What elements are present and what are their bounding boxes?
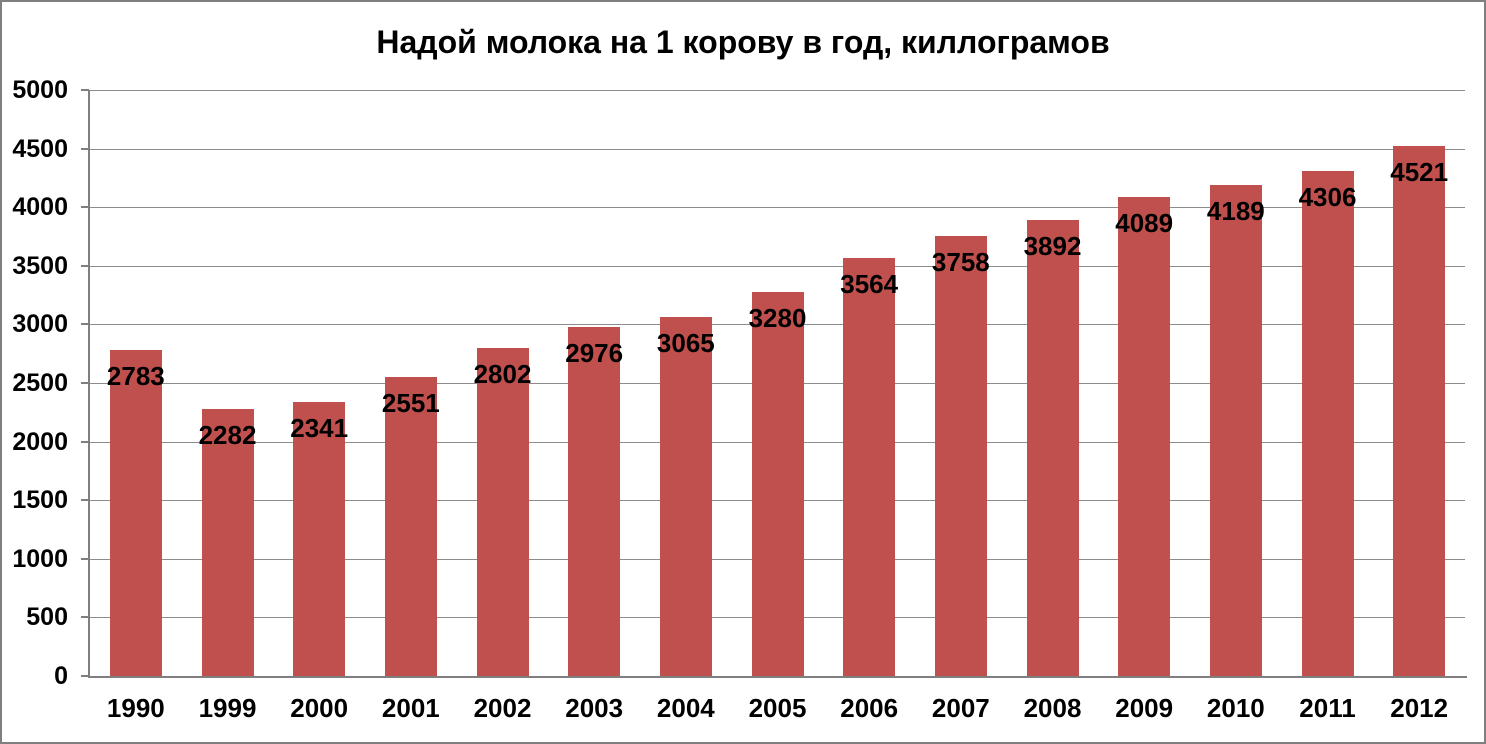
x-tick-label: 2009: [1115, 693, 1174, 723]
bar: 4521: [1390, 146, 1449, 676]
y-tick-mark: [81, 264, 89, 267]
bar: 2341: [290, 401, 349, 676]
y-tick-label: 0: [54, 662, 68, 690]
y-axis-line: [88, 90, 90, 678]
bar: 4306: [1298, 171, 1357, 676]
y-tick-mark: [81, 89, 89, 91]
bar-value-label: 2976: [565, 338, 624, 369]
x-tick-label: 2012: [1390, 693, 1449, 723]
bar: 2802: [473, 347, 532, 676]
bar-value-label: 4189: [1206, 196, 1265, 227]
y-tick-label: 500: [26, 603, 68, 632]
bar: 4089: [1115, 196, 1174, 676]
x-tick-label: 2008: [1023, 693, 1082, 723]
x-tick-label: 2007: [931, 693, 990, 723]
y-tick-label: 3500: [12, 251, 68, 280]
x-tick-label: 1990: [106, 693, 165, 723]
bar: 3564: [840, 258, 899, 676]
bar-value-label: 4089: [1115, 207, 1174, 238]
y-tick-mark: [81, 616, 89, 619]
y-tick-label: 4500: [12, 134, 68, 163]
bar-value-label: 3758: [931, 246, 990, 277]
bar-value-label: 2783: [106, 360, 165, 391]
y-tick-mark: [81, 557, 89, 560]
y-tick-mark: [81, 147, 89, 150]
gridline: [90, 90, 1465, 91]
bar: 3892: [1023, 219, 1082, 676]
y-tick-label: 1000: [12, 544, 68, 573]
x-tick-label: 1999: [198, 693, 257, 723]
y-tick-mark: [81, 499, 89, 502]
bar: 2282: [198, 408, 257, 676]
bar-value-label: 2341: [290, 412, 349, 443]
bar-value-label: 3065: [656, 327, 715, 358]
bar-value-label: 3280: [748, 302, 807, 333]
bar: 3280: [748, 291, 807, 676]
gridline: [90, 148, 1465, 150]
y-tick-label: 2000: [12, 427, 68, 456]
bar: 2783: [106, 349, 165, 676]
x-axis-line: [88, 676, 1467, 678]
chart-title: Надой молока на 1 корову в год, киллогра…: [376, 24, 1110, 60]
y-tick-label: 4000: [12, 193, 68, 222]
x-tick-label: 2002: [473, 693, 532, 723]
bar-value-label: 4306: [1298, 182, 1357, 213]
bar-value-label: 2802: [473, 358, 532, 389]
y-tick-label: 3000: [12, 310, 68, 339]
y-tick-mark: [81, 323, 89, 326]
y-tick-label: 1500: [12, 486, 68, 515]
bar: 4189: [1206, 185, 1265, 676]
bar-value-label: 4521: [1390, 157, 1449, 188]
x-tick-label: 2011: [1299, 693, 1356, 723]
y-tick-label: 5000: [12, 76, 68, 104]
bar: 3065: [656, 316, 715, 676]
x-tick-label: 2005: [748, 693, 807, 723]
bar: 2976: [565, 327, 624, 676]
y-tick-mark: [81, 440, 89, 443]
x-tick-label: 2004: [656, 693, 715, 723]
gridline: [90, 207, 1465, 209]
x-tick-label: 2001: [381, 693, 440, 723]
y-tick-label: 2500: [12, 369, 68, 397]
x-tick-label: 2006: [840, 693, 899, 723]
gridline: [90, 265, 1465, 267]
y-tick-mark: [81, 382, 89, 384]
bar-value-label: 3892: [1023, 230, 1082, 261]
bar-value-label: 3564: [840, 269, 899, 300]
plot-area: 2783 2282 2341 2551 2802 2976 3065 3280 3564 3758…: [90, 90, 1465, 676]
x-tick-label: 2010: [1206, 693, 1265, 723]
x-tick-label: 2000: [290, 693, 349, 723]
bar-value-label: 2551: [381, 388, 440, 419]
bar: 2551: [381, 377, 440, 676]
y-tick-mark: [81, 675, 89, 677]
bar: 3758: [931, 235, 990, 676]
x-tick-label: 2003: [565, 693, 624, 723]
y-tick-mark: [81, 206, 89, 209]
bar-value-label: 2282: [198, 419, 257, 450]
